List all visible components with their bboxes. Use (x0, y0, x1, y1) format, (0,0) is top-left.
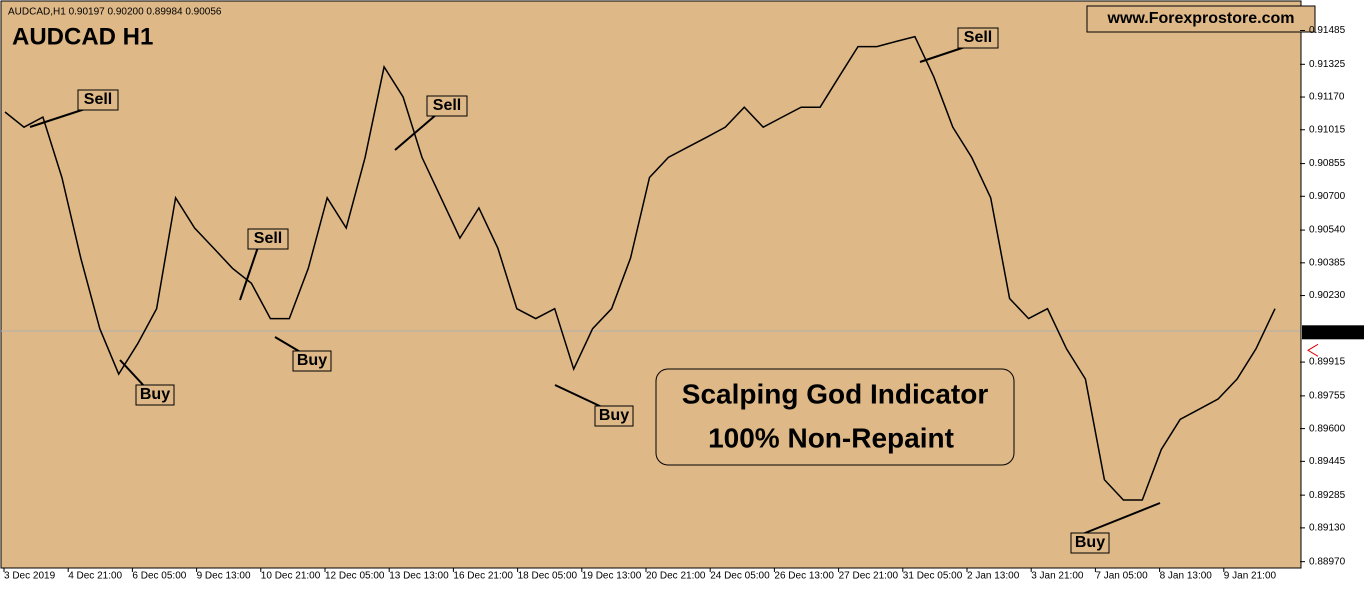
annotation-box (426, 95, 468, 117)
x-tick-label: 6 Dec 05:00 (132, 571, 186, 582)
annotation-arrow (394, 113, 438, 151)
watermark: www.Forexprostore.com (1107, 10, 1295, 27)
y-tick-label: 0.89755 (1309, 391, 1346, 402)
annotation: Buy (140, 386, 170, 403)
x-tick-label: 24 Dec 05:00 (710, 571, 770, 582)
x-tick-label: 19 Dec 13:00 (582, 571, 642, 582)
plot-area (0, 0, 1302, 569)
y-tick-label: 0.89130 (1309, 523, 1346, 534)
x-tick-label: 3 Jan 21:00 (1031, 571, 1084, 582)
annotation: Buy (599, 407, 629, 424)
x-tick-label: 8 Jan 13:00 (1160, 571, 1213, 582)
x-tick-label: 4 Dec 21:00 (68, 571, 122, 582)
y-tick-label: 0.89600 (1309, 423, 1346, 434)
annotation-arrow (1079, 502, 1161, 536)
y-tick-label: 0.88970 (1309, 556, 1346, 567)
x-tick-label: 26 Dec 13:00 (774, 571, 834, 582)
y-tick-label: 0.89445 (1309, 456, 1346, 467)
annotation: Sell (964, 29, 992, 46)
watermark-box (1086, 5, 1316, 33)
annotation: Sell (433, 97, 461, 114)
y-tick-label: 0.91325 (1309, 59, 1346, 70)
current-price-label: 0.90056 (1309, 327, 1346, 338)
y-tick-label: 0.90230 (1309, 290, 1346, 301)
y-tick-label: 0.90700 (1309, 191, 1346, 202)
y-tick-label: 0.89285 (1309, 490, 1346, 501)
x-tick-label: 13 Dec 13:00 (389, 571, 449, 582)
header: AUDCAD,H1 0.90197 0.90200 0.89984 0.9005… (8, 7, 222, 18)
chart-title: AUDCAD H1 (12, 23, 153, 50)
annotation-box (594, 405, 634, 427)
x-tick-label: 12 Dec 05:00 (325, 571, 385, 582)
y-tick-label: 0.90385 (1309, 257, 1346, 268)
annotation-arrow (239, 246, 259, 301)
annotation-arrow (554, 384, 605, 409)
current-price-arrow (1307, 343, 1319, 357)
current-price-tag (1302, 325, 1364, 340)
promo-line: Scalping God Indicator (682, 378, 989, 409)
y-tick-label: 0.91485 (1309, 25, 1346, 36)
x-tick-label: 9 Jan 21:00 (1224, 571, 1277, 582)
annotation: Sell (254, 230, 282, 247)
annotation-box (77, 89, 119, 111)
annotation-arrow (919, 45, 969, 63)
annotation-arrow (29, 107, 89, 128)
annotation-box (1070, 532, 1110, 554)
x-tick-label: 27 Dec 21:00 (839, 571, 899, 582)
annotation-box (957, 27, 999, 49)
annotation-arrow (274, 336, 303, 354)
x-tick-label: 10 Dec 21:00 (261, 571, 321, 582)
y-tick-label: 0.91015 (1309, 124, 1346, 135)
annotation: Buy (297, 352, 327, 369)
annotation: Sell (84, 91, 112, 108)
x-tick-label: 9 Dec 13:00 (197, 571, 251, 582)
x-tick-label: 31 Dec 05:00 (903, 571, 963, 582)
x-tick-label: 2 Jan 13:00 (967, 571, 1020, 582)
x-tick-label: 18 Dec 05:00 (518, 571, 578, 582)
annotation-arrow (119, 359, 146, 388)
y-tick-label: 0.90540 (1309, 225, 1346, 236)
price-line (4, 35, 1276, 501)
x-tick-label: 20 Dec 21:00 (646, 571, 706, 582)
annotation-box (135, 384, 175, 406)
x-tick-label: 16 Dec 21:00 (453, 571, 513, 582)
y-tick-label: 0.91170 (1309, 92, 1345, 103)
y-tick-label: 0.89915 (1309, 357, 1346, 368)
annotation-box (247, 228, 289, 250)
promo-line: 100% Non-Repaint (708, 422, 954, 453)
y-tick-label: 0.90855 (1309, 158, 1346, 169)
annotation-box (292, 350, 332, 372)
x-tick-label: 7 Jan 05:00 (1095, 571, 1148, 582)
x-tick-label: 3 Dec 2019 (4, 571, 56, 582)
annotation: Buy (1075, 534, 1105, 551)
promo-box (655, 368, 1015, 466)
